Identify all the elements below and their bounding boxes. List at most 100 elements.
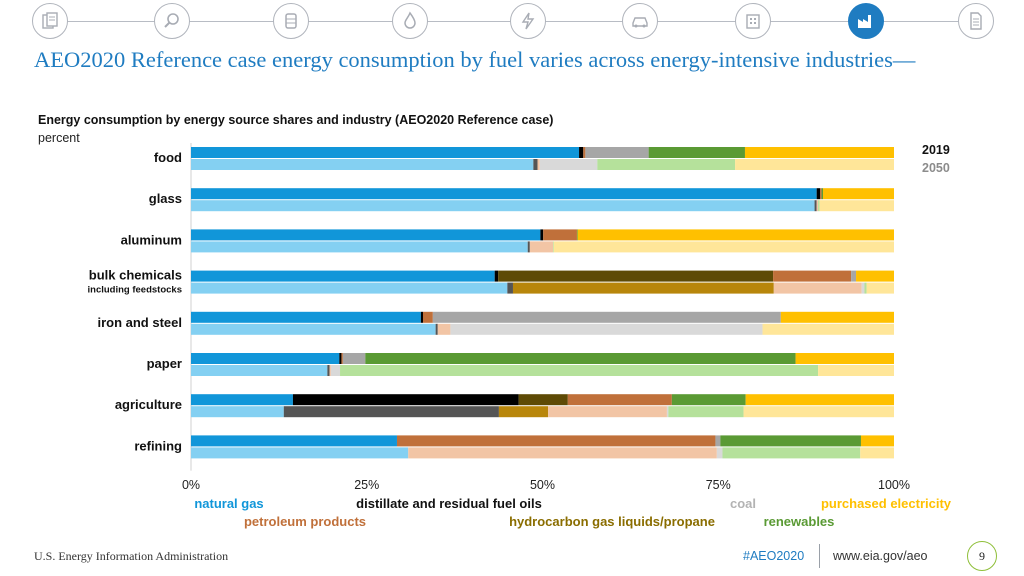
category-label: iron and steel [97,315,182,330]
bar-segment-y2019 [577,229,894,241]
search-analysis-icon[interactable] [154,3,190,39]
category-label: aluminum [121,232,182,247]
bar-segment-y2050 [548,406,667,418]
year-label-2050: 2050 [922,161,950,175]
legend-entry: purchased electricity [821,496,952,511]
bar-segment-y2050 [527,241,530,253]
legend-entry: petroleum products [244,514,366,529]
bar-segment-y2019 [341,353,343,364]
legend-entry: renewables [764,514,835,529]
bar-segment-y2050 [340,365,819,376]
bar-segment-y2019 [851,270,857,282]
bar-segment-y2019 [822,188,894,200]
electricity-bolt-icon[interactable] [510,3,546,39]
bar-segment-y2019 [191,394,293,406]
year-label-2019: 2019 [922,143,950,157]
bar-segment-y2050 [762,323,894,335]
section-navigation [0,0,1024,44]
x-tick-label: 50% [530,478,555,492]
bar-segment-y2050 [529,241,554,253]
bar-segment-y2050 [537,159,540,170]
transportation-car-icon[interactable] [622,3,658,39]
bar-segment-y2019 [648,147,745,158]
bar-segment-y2019 [576,229,578,241]
bar-segment-y2019 [339,353,342,364]
bar-segment-y2019 [579,147,584,158]
bar-segment-y2019 [494,270,499,282]
bar-segment-y2019 [420,311,423,323]
bar-segment-y2050 [191,323,436,335]
bar-segment-y2050 [553,241,554,253]
footer-hashtag[interactable]: #AEO2020 [743,549,805,563]
bar-segment-y2019 [745,394,894,406]
bar-segment-y2050 [860,447,894,459]
bar-segment-y2019 [567,394,672,406]
footer-url[interactable]: www.eia.gov/aeo [833,549,928,563]
bar-segment-y2050 [191,159,534,170]
footer-separator [819,544,820,568]
category-sublabel: including feedstocks [88,285,183,296]
documents-icon[interactable] [32,3,68,39]
x-tick-label: 0% [182,478,200,492]
bar-segment-y2019 [342,353,366,364]
bar-segment-y2050 [818,365,894,376]
bar-segment-y2019 [422,311,433,323]
oil-barrel-icon[interactable] [273,3,309,39]
chart-unit-label: percent [38,131,80,145]
bar-segment-y2019 [191,188,817,200]
bar-segment-y2019 [585,147,649,158]
bar-segment-y2019 [820,188,822,200]
report-document-icon[interactable] [958,3,994,39]
buildings-icon[interactable] [735,3,771,39]
x-tick-label: 25% [354,478,379,492]
bar-segment-y2050 [533,159,538,170]
bar-segment-y2019 [191,229,541,241]
bar-segment-y2019 [715,435,721,447]
legend-entry: coal [730,496,756,511]
bar-segment-y2050 [773,282,862,294]
footer-source: U.S. Energy Information Administration [34,549,229,563]
category-label: agriculture [115,397,182,412]
natural-gas-flame-icon[interactable] [392,3,428,39]
bar-segment-y2050 [329,365,331,376]
bar-segment-y2050 [408,447,717,459]
bar-segment-y2019 [191,147,580,158]
bar-segment-y2019 [816,188,821,200]
bar-segment-y2019 [540,229,544,241]
stacked-bar-chart: food glass aluminum bulk chemicals including… [88,143,952,529]
slide-title: AEO2020 Reference case energy consumptio… [34,47,916,72]
bar-segment-y2050 [498,406,549,418]
bar-segment-y2019 [744,147,894,158]
bar-segment-y2050 [191,282,508,294]
bar-segment-y2050 [818,200,820,212]
category-label: paper [147,356,182,371]
category-label: glass [149,191,182,206]
bar-segment-y2019 [292,394,519,406]
bar-segment-y2050 [191,200,815,212]
bar-segment-y2050 [283,406,499,418]
bar-segment-y2050 [507,282,513,294]
bar-segment-y2019 [821,188,823,200]
bar-segment-y2019 [191,311,421,323]
bar-segment-y2050 [437,323,451,335]
category-label: refining [134,438,182,453]
bar-segment-y2050 [539,159,598,170]
bar-segment-y2050 [330,365,341,376]
x-tick-label: 75% [706,478,731,492]
bar-segment-y2019 [780,311,894,323]
bar-segment-y2050 [597,159,736,170]
bar-segment-y2050 [716,447,723,459]
bar-segment-y2050 [191,365,328,376]
bar-segment-y2050 [450,323,763,335]
bar-segment-y2050 [191,406,284,418]
bar-segment-y2050 [866,282,894,294]
bar-segment-y2019 [856,270,894,282]
bar-segment-y2019 [860,435,894,447]
legend-entry: distillate and residual fuel oils [356,496,542,511]
bar-segment-y2050 [819,200,894,212]
bar-segment-y2050 [743,406,894,418]
category-label: food [154,150,182,165]
bar-segment-y2019 [365,353,796,364]
bar-segment-y2050 [191,241,528,253]
industry-factory-icon[interactable] [848,3,884,39]
